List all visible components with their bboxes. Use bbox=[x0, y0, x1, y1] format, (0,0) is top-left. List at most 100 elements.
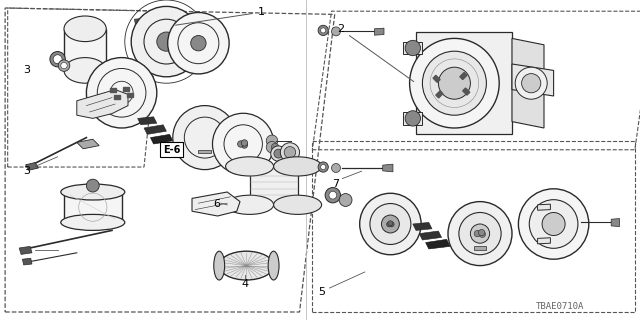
Circle shape bbox=[212, 113, 274, 175]
Circle shape bbox=[389, 222, 394, 227]
Circle shape bbox=[280, 143, 300, 162]
Polygon shape bbox=[157, 21, 166, 27]
Circle shape bbox=[61, 62, 67, 69]
Bar bbox=[127, 93, 133, 97]
Polygon shape bbox=[192, 192, 240, 216]
Ellipse shape bbox=[214, 251, 225, 280]
Circle shape bbox=[173, 106, 237, 170]
Circle shape bbox=[241, 142, 248, 148]
Circle shape bbox=[479, 229, 485, 236]
Circle shape bbox=[518, 189, 589, 259]
Ellipse shape bbox=[64, 16, 106, 42]
Circle shape bbox=[237, 141, 244, 147]
Polygon shape bbox=[64, 192, 122, 222]
Circle shape bbox=[157, 32, 176, 51]
Circle shape bbox=[474, 230, 481, 237]
Polygon shape bbox=[150, 134, 173, 144]
Ellipse shape bbox=[274, 195, 322, 214]
Polygon shape bbox=[26, 163, 38, 170]
Polygon shape bbox=[538, 238, 550, 244]
Circle shape bbox=[50, 52, 65, 67]
Circle shape bbox=[410, 38, 499, 128]
Polygon shape bbox=[250, 166, 298, 205]
Polygon shape bbox=[64, 29, 106, 70]
Text: 6: 6 bbox=[213, 199, 220, 209]
Polygon shape bbox=[77, 90, 128, 118]
Polygon shape bbox=[77, 139, 99, 149]
Polygon shape bbox=[413, 222, 432, 230]
Circle shape bbox=[387, 222, 392, 227]
Text: TBAE0710A: TBAE0710A bbox=[536, 302, 584, 311]
Ellipse shape bbox=[274, 157, 322, 176]
Polygon shape bbox=[403, 42, 422, 54]
Circle shape bbox=[321, 28, 326, 33]
Circle shape bbox=[168, 12, 229, 74]
Text: 5: 5 bbox=[319, 287, 325, 297]
Circle shape bbox=[388, 221, 393, 226]
Circle shape bbox=[459, 212, 501, 255]
Circle shape bbox=[86, 179, 99, 192]
Circle shape bbox=[522, 74, 541, 93]
Ellipse shape bbox=[226, 195, 274, 214]
Circle shape bbox=[58, 60, 70, 71]
Circle shape bbox=[321, 164, 326, 170]
Circle shape bbox=[405, 40, 420, 56]
Polygon shape bbox=[419, 231, 442, 240]
Polygon shape bbox=[403, 112, 422, 125]
Circle shape bbox=[529, 200, 578, 248]
Circle shape bbox=[515, 67, 547, 99]
Circle shape bbox=[329, 191, 337, 199]
Text: 4: 4 bbox=[241, 279, 249, 289]
Polygon shape bbox=[374, 28, 384, 35]
Polygon shape bbox=[512, 38, 544, 128]
Circle shape bbox=[318, 162, 328, 172]
Circle shape bbox=[191, 36, 206, 51]
Circle shape bbox=[271, 143, 279, 151]
Ellipse shape bbox=[61, 214, 125, 230]
Circle shape bbox=[271, 146, 286, 161]
Circle shape bbox=[325, 188, 340, 203]
Bar bbox=[124, 87, 129, 91]
Polygon shape bbox=[474, 246, 486, 250]
Polygon shape bbox=[538, 204, 550, 210]
Ellipse shape bbox=[219, 251, 274, 280]
Circle shape bbox=[266, 141, 278, 153]
Text: E-6: E-6 bbox=[163, 145, 180, 155]
Bar bbox=[312, 141, 635, 312]
Bar bbox=[460, 72, 467, 80]
Circle shape bbox=[53, 55, 62, 64]
Circle shape bbox=[241, 140, 248, 146]
Circle shape bbox=[86, 58, 157, 128]
Ellipse shape bbox=[64, 58, 106, 83]
Circle shape bbox=[332, 164, 340, 172]
Text: 7: 7 bbox=[332, 179, 339, 189]
Circle shape bbox=[370, 204, 411, 244]
Circle shape bbox=[448, 202, 512, 266]
Circle shape bbox=[479, 231, 486, 237]
Polygon shape bbox=[198, 150, 211, 153]
Polygon shape bbox=[144, 125, 166, 134]
Circle shape bbox=[339, 194, 352, 206]
Bar bbox=[463, 88, 470, 95]
Ellipse shape bbox=[226, 157, 274, 176]
Polygon shape bbox=[426, 239, 450, 249]
Polygon shape bbox=[416, 32, 512, 134]
Ellipse shape bbox=[61, 184, 125, 200]
Polygon shape bbox=[383, 164, 393, 172]
Circle shape bbox=[284, 147, 296, 158]
Circle shape bbox=[381, 215, 399, 233]
Circle shape bbox=[470, 224, 490, 243]
Circle shape bbox=[422, 51, 486, 115]
Circle shape bbox=[318, 25, 328, 36]
Bar bbox=[433, 75, 440, 82]
Text: 2: 2 bbox=[337, 24, 413, 82]
Polygon shape bbox=[611, 219, 620, 227]
Text: 3: 3 bbox=[24, 166, 30, 176]
Polygon shape bbox=[138, 117, 157, 125]
Text: 3: 3 bbox=[24, 65, 30, 75]
Circle shape bbox=[438, 67, 470, 99]
Circle shape bbox=[332, 27, 340, 36]
Bar bbox=[114, 95, 120, 99]
Circle shape bbox=[131, 6, 202, 77]
Circle shape bbox=[274, 149, 283, 158]
